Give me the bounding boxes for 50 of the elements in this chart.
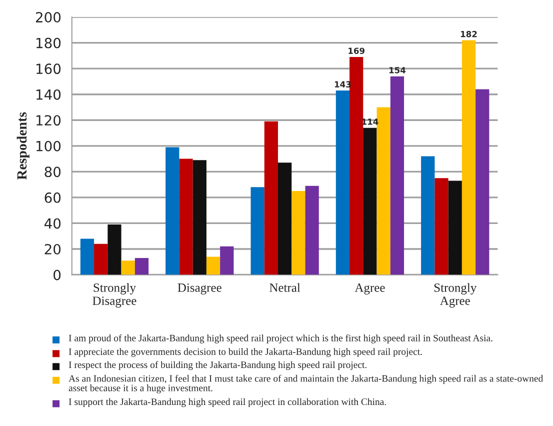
y-axis-title: Respodents	[16, 112, 30, 180]
bar	[336, 90, 350, 275]
bar	[121, 260, 135, 275]
y-tick-label: 40	[44, 218, 61, 229]
bar	[278, 162, 292, 275]
bar	[264, 121, 278, 275]
bar	[376, 107, 390, 275]
bar	[220, 246, 234, 275]
bar	[250, 187, 264, 275]
bar	[80, 238, 94, 275]
y-tick-label: 140	[36, 89, 61, 100]
bar	[448, 180, 462, 275]
y-tick-label: 100	[36, 140, 61, 152]
y-tick-label: 120	[36, 115, 61, 126]
x-tick-label: Disagree	[178, 283, 222, 294]
x-tick-label: Netral	[270, 283, 300, 292]
data-label: 182	[460, 30, 477, 38]
bar	[421, 156, 435, 275]
y-tick-label: 180	[36, 38, 61, 48]
x-tick-label: Strongly Agree	[434, 283, 477, 308]
legend-label: I am proud of the Jakarta-Bandung high speed rail project which is the first high speed rail in Southeast Asia.	[68, 334, 492, 344]
bar	[206, 256, 220, 275]
bar	[363, 128, 377, 275]
y-tick-label: 60	[44, 192, 61, 203]
bar	[108, 224, 122, 275]
y-tick-label: 20	[44, 244, 61, 254]
x-tick-label: Agree	[354, 283, 385, 294]
y-tick-label: 0	[54, 270, 61, 280]
data-label: 154	[389, 67, 406, 74]
legend-label: As an Indonesian citizen, I feel that I must take care of and maintain the Jakarta-Bandung high speed rail as a state-owned asset because it is a huge investment.	[68, 374, 544, 394]
bar	[292, 191, 306, 275]
legend-label: I respect the process of building the Jakarta-Bandung high speed rail project.	[68, 361, 366, 370]
x-tick-label: Strongly Disagree	[92, 283, 136, 308]
bar	[476, 89, 490, 275]
bar	[94, 244, 108, 275]
bar	[305, 186, 319, 275]
bar	[166, 147, 180, 275]
y-tick-label: 200	[36, 12, 61, 23]
y-tick-label: 80	[44, 166, 61, 178]
bar	[350, 56, 364, 275]
bar	[134, 258, 149, 275]
bar	[390, 76, 404, 275]
bar	[434, 178, 448, 275]
y-tick-label: 160	[36, 64, 61, 74]
bar	[179, 158, 193, 275]
legend-label: I appreciate the governments decision to build the Jakarta-Bandung high speed rail project.	[68, 348, 422, 357]
bar	[462, 40, 476, 275]
legend-label: I support the Jakarta-Bandung high speed rail project in collaboration with China.	[68, 398, 386, 408]
data-label: 169	[348, 48, 364, 54]
bar	[192, 160, 206, 275]
